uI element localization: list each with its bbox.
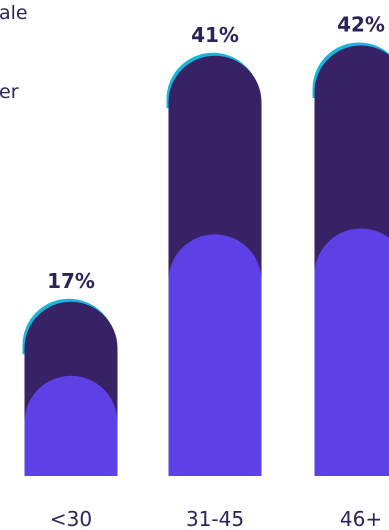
bar-group: 17% <30 — [22, 269, 118, 530]
category-label: 46+ — [340, 507, 382, 530]
bar-group: 42% 46+ — [312, 13, 389, 530]
bar-inner — [314, 228, 389, 476]
data-label: 17% — [47, 269, 95, 293]
legend-item-2: er — [0, 81, 19, 103]
bar-inner — [168, 234, 262, 476]
category-label: 31-45 — [186, 507, 244, 530]
legend-item-1: ale — [0, 2, 28, 24]
data-label: 42% — [337, 13, 385, 37]
category-label: <30 — [50, 507, 92, 530]
bar-group: 41% 31-45 — [166, 23, 262, 530]
data-label: 41% — [191, 23, 239, 47]
bar-inner — [24, 375, 118, 476]
